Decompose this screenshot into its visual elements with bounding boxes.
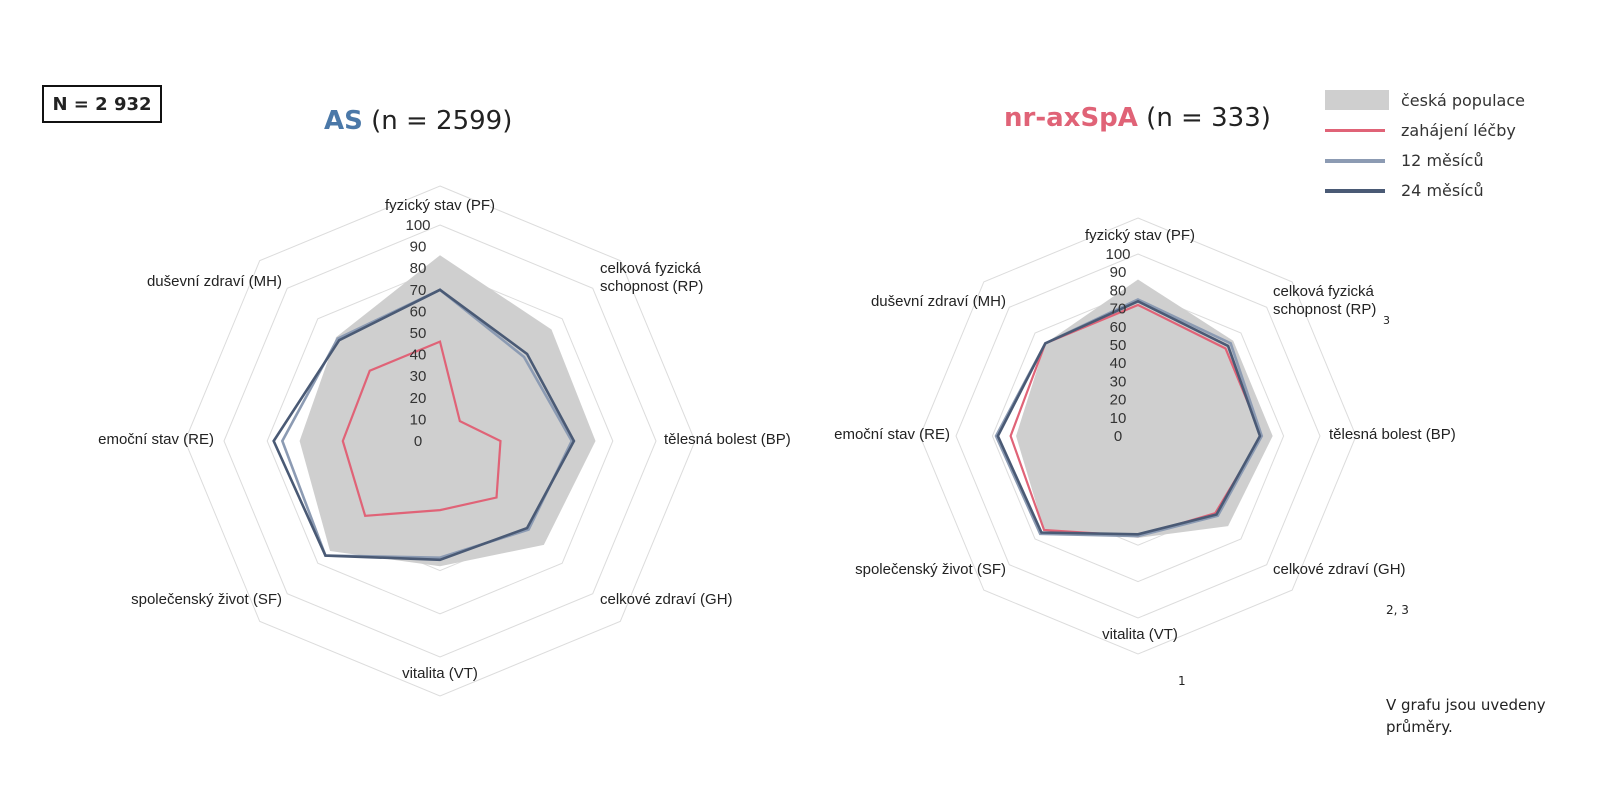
tick-label: 40 xyxy=(1110,355,1127,372)
series-area-population xyxy=(299,255,596,567)
chart-title-nraxspa-rest: (n = 333) xyxy=(1137,103,1271,133)
legend-label: zahájení léčby xyxy=(1401,121,1516,140)
series-line-3 xyxy=(996,299,1262,536)
axis-label: emoční stav (RE) xyxy=(98,431,214,448)
tick-label: 80 xyxy=(410,260,427,277)
axis-label: tělesná bolest (BP) xyxy=(664,431,791,448)
legend-item-population: česká populace xyxy=(1325,87,1585,117)
legend-label: 24 měsíců xyxy=(1401,181,1484,200)
series-area-population xyxy=(1016,279,1273,538)
axis-label: celkové zdraví (GH) xyxy=(1273,561,1406,578)
total-n-badge: N = 2 932 xyxy=(42,85,162,123)
chart-title-as-rest: (n = 2599) xyxy=(362,106,513,136)
grid-ring xyxy=(919,217,1357,655)
axis-label: vitalita (VT) xyxy=(1102,626,1178,643)
series-line-1 xyxy=(341,340,502,518)
radar-chart-0: 0 10 20 30 40 50 60 70 80 90 100 fyzický stav (PF) c… xyxy=(98,185,791,697)
legend-item-24m: 24 měsíců xyxy=(1325,177,1585,207)
axis-label: tělesná bolest (BP) xyxy=(1329,426,1456,443)
tick-label: 20 xyxy=(1110,392,1127,409)
tick-label: 90 xyxy=(1110,264,1127,281)
tick-label: 60 xyxy=(1110,319,1127,336)
grid-ring xyxy=(223,224,657,658)
tick-label: 60 xyxy=(410,303,427,320)
tick-label: 80 xyxy=(1110,282,1127,299)
tick-label: 50 xyxy=(1110,337,1127,354)
tick-label: 70 xyxy=(410,282,427,299)
axis-label: vitalita (VT) xyxy=(402,665,478,682)
legend-item-12m: 12 měsíců xyxy=(1325,147,1585,177)
tick-label: 0 xyxy=(1114,428,1122,445)
axis-label: duševní zdraví (MH) xyxy=(871,293,1006,310)
footnote-ref-2-3: 2, 3 xyxy=(1386,603,1409,617)
tick-label: 40 xyxy=(410,347,427,364)
chart-title-nraxspa: nr-axSpA (n = 333) xyxy=(1004,103,1271,133)
tick-label: 70 xyxy=(1110,301,1127,318)
series-line-3 xyxy=(272,288,576,562)
tick-label: 30 xyxy=(410,368,427,385)
grid-ring xyxy=(266,267,614,615)
chart-title-as-highlight: AS xyxy=(324,106,363,136)
axis-label: celkové zdraví (GH) xyxy=(600,591,733,608)
axis-label: celková fyzická schopnost (RP) xyxy=(1273,283,1376,318)
tick-label: 30 xyxy=(1110,373,1127,390)
legend-item-baseline: zahájení léčby xyxy=(1325,117,1585,147)
axis-label: společenský život (SF) xyxy=(131,591,282,608)
legend-swatch-line xyxy=(1325,189,1385,193)
axis-label: emoční stav (RE) xyxy=(834,426,950,443)
tick-label: 100 xyxy=(405,217,430,234)
grid-ring xyxy=(955,253,1321,619)
chart-title-nraxspa-highlight: nr-axSpA xyxy=(1004,103,1138,133)
tick-label: 90 xyxy=(410,239,427,256)
axis-label: duševní zdraví (MH) xyxy=(147,273,282,290)
axis-label: celková fyzická schopnost (RP) xyxy=(600,260,703,295)
grid-ring xyxy=(991,289,1285,583)
legend-swatch-area xyxy=(1325,90,1389,110)
legend-swatch-line xyxy=(1325,159,1385,163)
tick-label: 10 xyxy=(1110,410,1127,427)
tick-label: 100 xyxy=(1105,246,1130,263)
average-note: V grafu jsou uvedeny průměry. xyxy=(1386,696,1546,736)
tick-label: 50 xyxy=(410,325,427,342)
legend-label: česká populace xyxy=(1401,91,1525,110)
footnote-ref-1: 1 xyxy=(1178,674,1186,688)
chart-title-as: AS (n = 2599) xyxy=(324,106,512,136)
axis-label: fyzický stav (PF) xyxy=(1085,227,1195,244)
axis-label: společenský život (SF) xyxy=(855,561,1006,578)
tick-label: 0 xyxy=(414,433,422,450)
legend-label: 12 měsíců xyxy=(1401,151,1484,170)
tick-label: 20 xyxy=(410,390,427,407)
footnote-ref-3: 3 xyxy=(1383,314,1390,327)
legend-swatch-line xyxy=(1325,129,1385,132)
legend: česká populace zahájení léčby 12 měsíců … xyxy=(1325,87,1585,207)
grid-ring xyxy=(184,185,696,697)
tick-label: 10 xyxy=(410,411,427,428)
axis-label: fyzický stav (PF) xyxy=(385,197,495,214)
